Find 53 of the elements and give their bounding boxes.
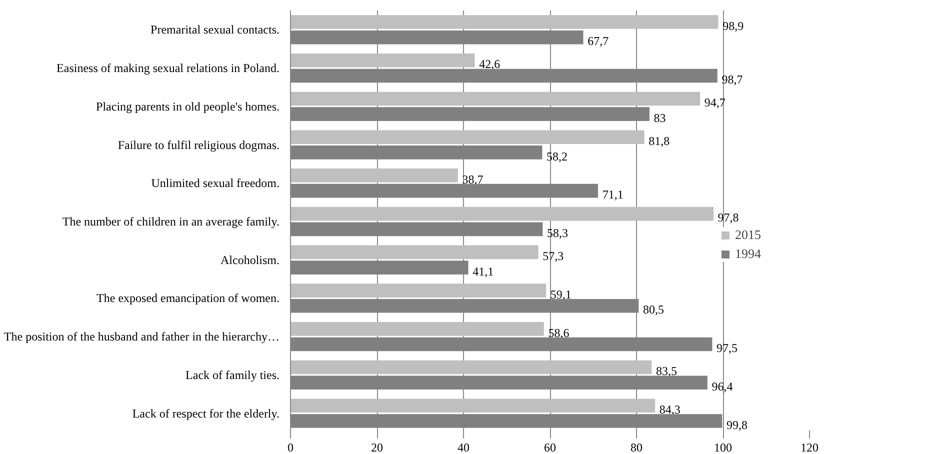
data-label: 83,5 (656, 364, 677, 378)
y-tick-label: The exposed emancipation of women. (96, 291, 280, 306)
data-label: 38,7 (462, 172, 484, 186)
bar (290, 206, 714, 221)
data-label: 58,6 (548, 326, 570, 340)
x-tick-label: 40 (458, 440, 470, 454)
bar (290, 245, 538, 260)
y-tick-label: Easiness of making sexual relations in Poland. (56, 61, 280, 76)
x-tick-label: 20 (371, 440, 383, 454)
x-tick-label: 100 (714, 440, 732, 454)
data-label: 59,1 (550, 287, 572, 302)
y-tick-label: Unlimited sexual freedom. (151, 176, 280, 190)
y-tick-label: The number of children in an average family. (62, 214, 280, 228)
legend-label: 2015 (735, 227, 761, 243)
data-label: 81,8 (648, 134, 670, 148)
data-label: 97,5 (716, 341, 738, 356)
y-tick-label: Lack of respect for the elderly. (132, 406, 280, 420)
x-tick-label: 0 (288, 440, 294, 454)
bar (290, 322, 544, 336)
data-label: 80,5 (642, 302, 664, 317)
bar (290, 168, 458, 182)
bar (290, 284, 546, 298)
data-label: 57,3 (542, 249, 564, 264)
data-label: 58,3 (546, 226, 568, 240)
data-label: 98,9 (722, 18, 744, 33)
bar (290, 92, 700, 106)
data-label: 94,7 (704, 96, 726, 110)
bar (290, 15, 718, 29)
y-tick-label: Placing parents in old people's homes. (96, 99, 280, 114)
x-tick-label: 120 (800, 440, 818, 454)
y-tick-label: Premarital sexual contacts. (150, 22, 280, 37)
y-tick-label: Failure to fulfil religious dogmas. (118, 138, 280, 152)
data-label: 71,1 (602, 188, 624, 202)
y-tick-label: Lack of family ties. (186, 368, 280, 382)
data-label: 41,1 (472, 264, 494, 278)
data-label: 67,7 (588, 34, 609, 48)
data-label: 84,3 (659, 402, 680, 416)
x-tick-label: 80 (630, 440, 642, 454)
data-label: 58,2 (546, 149, 568, 164)
y-tick-label: Alcoholism. (220, 252, 280, 267)
bar (290, 398, 656, 413)
x-tick-label: 60 (544, 440, 556, 454)
legend-label: 1994 (735, 246, 761, 262)
bar (290, 360, 652, 374)
data-label: 83 (654, 110, 666, 125)
y-tick-label: The position of the husband and father in the hierarchy… (4, 330, 280, 344)
data-label: 97,8 (718, 210, 739, 225)
data-label: 98,7 (722, 72, 743, 87)
bar (290, 53, 475, 68)
data-label: 42,6 (479, 57, 500, 72)
data-label: 99,8 (726, 418, 748, 432)
bar (290, 130, 644, 144)
data-label: 96,4 (712, 379, 733, 394)
